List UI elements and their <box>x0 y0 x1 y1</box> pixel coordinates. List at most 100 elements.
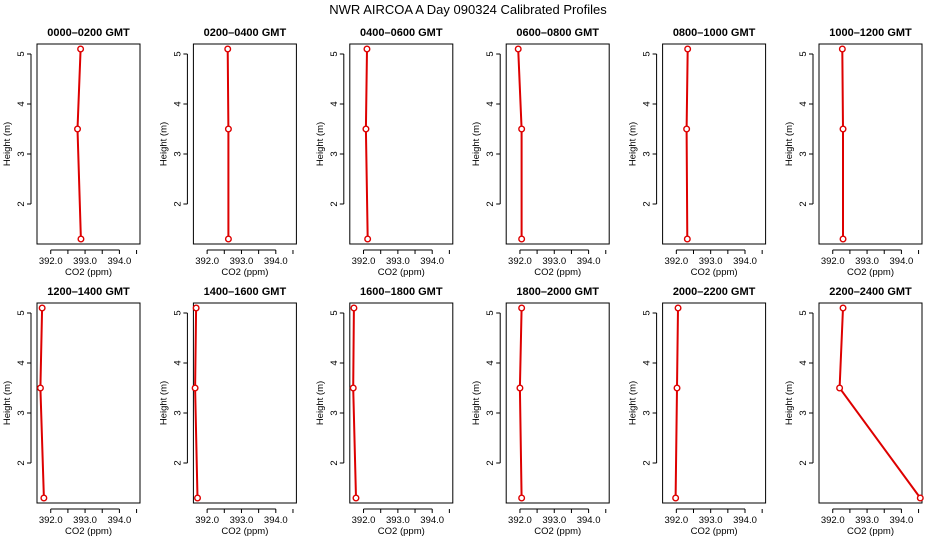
data-point <box>349 384 357 392</box>
y-axis-label: Height (m) <box>471 381 482 425</box>
y-tick-label: 5 <box>642 310 653 315</box>
data-point <box>839 235 847 243</box>
data-point <box>839 125 847 133</box>
y-tick-label: 4 <box>642 101 653 106</box>
data-point <box>514 45 522 53</box>
x-axis-label: CO2 (ppm) <box>534 267 581 278</box>
x-tick-label: 394.0 <box>577 256 601 267</box>
y-tick-label: 5 <box>172 51 183 56</box>
x-tick-label: 394.0 <box>264 515 288 526</box>
data-point <box>36 384 44 392</box>
y-axis-label: Height (m) <box>784 381 795 425</box>
x-tick-label: 393.0 <box>73 515 97 526</box>
y-axis-label: Height (m) <box>471 122 482 166</box>
y-axis-label: Height (m) <box>315 381 326 425</box>
x-tick-label: 392.0 <box>508 515 532 526</box>
y-axis-label: Height (m) <box>628 381 639 425</box>
x-axis-label: CO2 (ppm) <box>65 526 112 537</box>
y-tick-label: 2 <box>485 460 496 465</box>
y-tick-label: 3 <box>16 410 27 415</box>
x-tick-label: 394.0 <box>264 256 288 267</box>
y-tick-label: 5 <box>329 310 340 315</box>
data-point <box>516 384 524 392</box>
plot-frame <box>36 302 141 504</box>
y-tick-label: 2 <box>16 201 27 206</box>
plot-frame <box>192 302 297 504</box>
data-point <box>518 235 526 243</box>
y-tick-label: 2 <box>329 460 340 465</box>
data-point <box>74 125 82 133</box>
y-tick-label: 4 <box>172 101 183 106</box>
x-tick-label: 393.0 <box>542 256 566 267</box>
x-tick-label: 393.0 <box>699 256 723 267</box>
profile-line <box>226 48 230 239</box>
y-tick-label: 3 <box>485 410 496 415</box>
data-point <box>838 45 846 53</box>
plot-frame <box>818 43 923 245</box>
x-axis-label: CO2 (ppm) <box>691 526 738 537</box>
y-tick-label: 3 <box>172 410 183 415</box>
profile-line <box>674 307 679 499</box>
x-tick-label: 392.0 <box>821 256 845 267</box>
data-point <box>194 494 202 502</box>
data-point <box>40 494 48 502</box>
y-tick-label: 2 <box>798 201 809 206</box>
y-tick-label: 4 <box>485 101 496 106</box>
profile-line <box>841 48 844 239</box>
x-tick-label: 392.0 <box>664 256 688 267</box>
y-tick-label: 5 <box>329 51 340 56</box>
x-tick-label: 394.0 <box>108 256 132 267</box>
y-tick-label: 4 <box>642 360 653 365</box>
x-tick-label: 393.0 <box>230 515 254 526</box>
x-tick-label: 392.0 <box>195 256 219 267</box>
y-axis-label: Height (m) <box>2 122 13 166</box>
y-tick-label: 4 <box>329 101 340 106</box>
y-axis-label: Height (m) <box>158 122 169 166</box>
x-tick-label: 393.0 <box>230 256 254 267</box>
y-tick-label: 3 <box>798 151 809 156</box>
x-axis-label: CO2 (ppm) <box>534 526 581 537</box>
data-point <box>77 45 85 53</box>
panel-title: 1000–1200 GMT <box>829 27 912 39</box>
y-tick-label: 5 <box>642 51 653 56</box>
x-tick-label: 392.0 <box>664 515 688 526</box>
x-tick-label: 393.0 <box>73 256 97 267</box>
data-point <box>191 384 199 392</box>
x-tick-label: 394.0 <box>420 256 444 267</box>
plot-frame <box>192 43 297 245</box>
plot-frame <box>349 43 454 245</box>
profile-line <box>364 48 369 240</box>
y-tick-label: 5 <box>798 310 809 315</box>
data-point <box>38 304 46 312</box>
y-tick-label: 5 <box>485 310 496 315</box>
x-axis-label: CO2 (ppm) <box>221 267 268 278</box>
y-tick-label: 3 <box>329 151 340 156</box>
x-tick-label: 394.0 <box>890 515 914 526</box>
y-tick-label: 2 <box>329 201 340 206</box>
x-axis-label: CO2 (ppm) <box>847 267 894 278</box>
x-axis-label: CO2 (ppm) <box>221 526 268 537</box>
x-tick-label: 394.0 <box>108 515 132 526</box>
data-point <box>683 125 691 133</box>
data-point <box>192 304 200 312</box>
panel-title: 0800–1000 GMT <box>673 27 756 39</box>
data-point <box>836 384 844 392</box>
plot-frame <box>662 43 767 245</box>
x-tick-label: 393.0 <box>699 515 723 526</box>
panel-title: 1400–1600 GMT <box>204 286 287 298</box>
plot-frame <box>36 43 141 245</box>
y-axis-label: Height (m) <box>628 122 639 166</box>
panel-title: 0400–0600 GMT <box>360 27 443 39</box>
x-tick-label: 394.0 <box>577 515 601 526</box>
profile-line <box>518 307 523 499</box>
